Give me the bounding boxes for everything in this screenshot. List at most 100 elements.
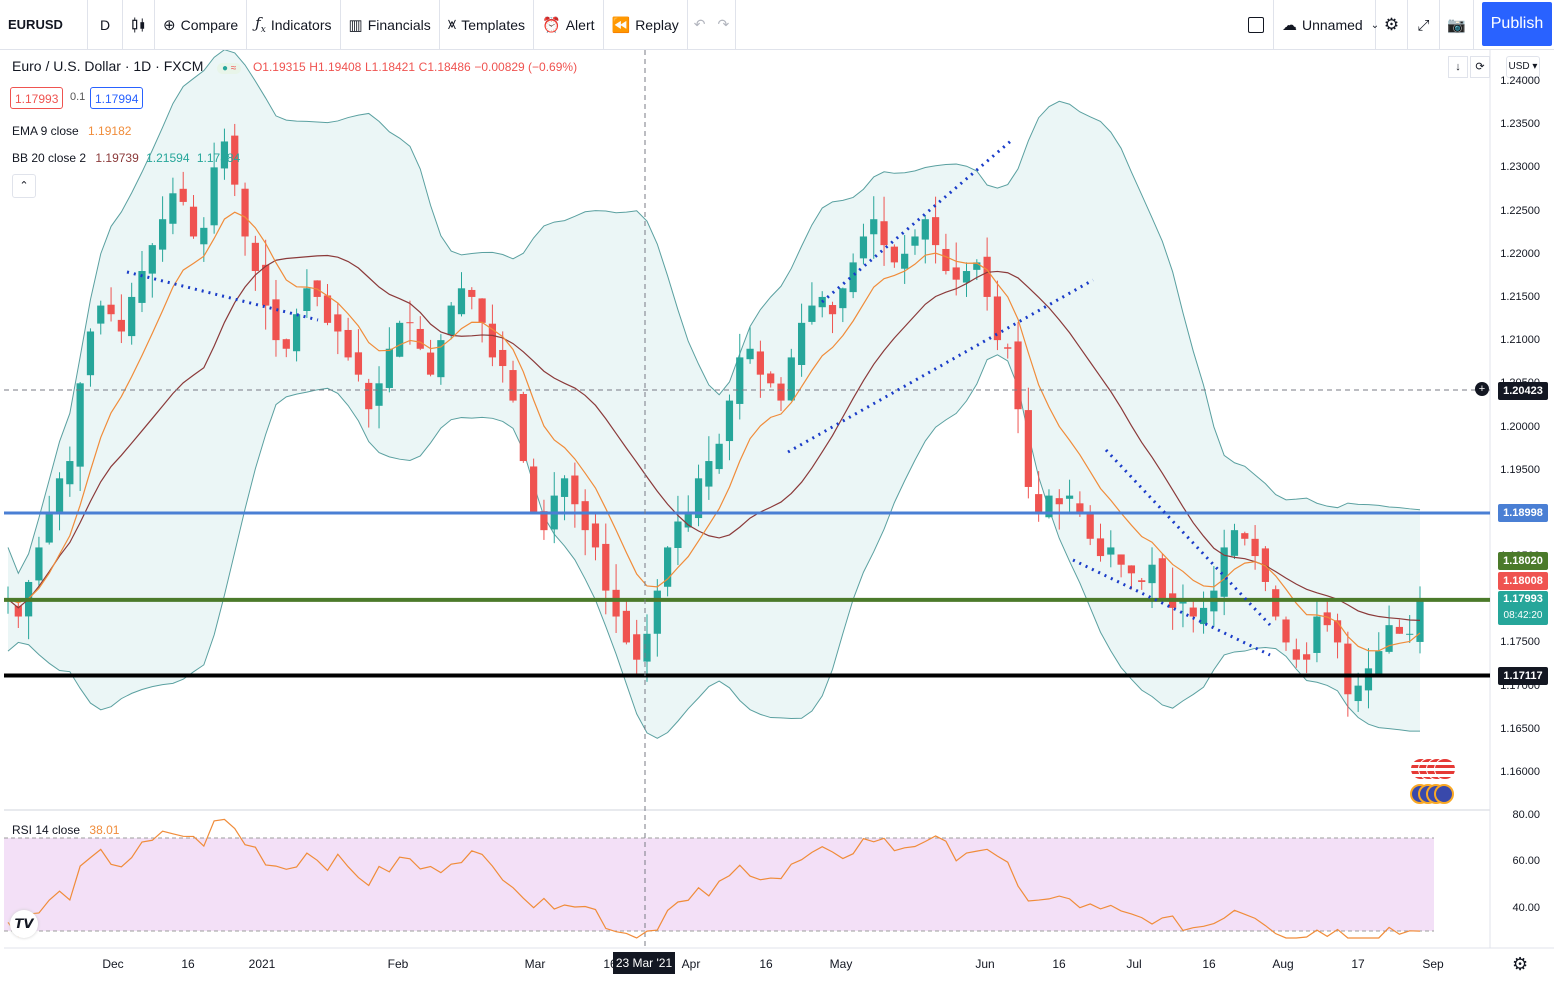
tradingview-logo[interactable]: 𝙏𝙑 [10,910,38,938]
candle-body [262,264,270,306]
indicators-button[interactable]: ƒx Indicators [247,0,341,50]
interval-label: D [99,16,111,33]
candle-body [509,370,517,401]
rsi-band [4,838,1434,931]
bb-lower-line [7,354,1421,739]
time-axis-label: Jun [975,957,995,971]
candle-body [45,512,53,543]
candle-body [251,242,259,272]
ema-value: 1.19182 [88,124,132,138]
gear-icon: ⚙ [1383,15,1400,34]
rsi-series [7,818,1421,939]
ohlc-close: C1.18486 [418,60,471,74]
time-axis-label: Feb [387,957,409,971]
candle-body [1045,495,1053,518]
candle-body [921,219,929,240]
candle-body [1282,619,1290,643]
candle-body [1107,547,1115,555]
candle-body [849,262,857,293]
sell-price-box[interactable]: 1.17993 [10,87,64,109]
financials-button[interactable]: ▥ Financials [341,0,440,50]
buy-price-box[interactable]: 1.17994 [90,87,144,109]
layout-checkbox[interactable] [1238,0,1274,50]
candle-body [1096,538,1105,557]
candle-body [797,322,806,365]
redo-button[interactable]: ↷ [712,0,737,50]
candle-body [303,288,311,312]
us-flag-icon [1410,758,1458,780]
interval-button[interactable]: D [88,0,123,50]
candle-body [828,305,837,315]
candle-body [1189,607,1197,617]
candle-body [952,267,960,280]
candle-body [35,547,43,581]
ohlc-change: −0.00829 (−0.69%) [474,60,578,74]
collapse-legend-button[interactable]: ⌃ [12,174,36,198]
currency-button[interactable]: USD ▾ [1506,56,1540,78]
candle-body [973,262,981,270]
time-axis-label: Apr [681,957,701,971]
current-price-tag: 1.17993 08:42:20 [1498,591,1548,625]
time-axis-label: 2021 [248,957,276,971]
price-axis-label: 1.22500 [1500,204,1540,217]
publish-button[interactable]: Publish [1482,2,1552,46]
chevron-up-icon: ⌃ [19,180,29,192]
function-icon: ƒx [255,14,266,35]
candle-body [344,329,352,358]
bid-value: 1.17993 [15,92,59,106]
price-axis-label: 1.21500 [1500,290,1540,303]
alert-button[interactable]: ⏰ Alert [534,0,604,50]
settings-button[interactable]: ⚙ [1376,0,1408,50]
reset-scale-button[interactable]: ⟳ [1470,56,1490,78]
arrow-down-icon: ↓ [1455,61,1461,73]
rewind-icon: ⏪ [611,16,631,34]
fullscreen-button[interactable]: ⤢ [1408,0,1440,50]
chart-type-button[interactable] [123,0,155,50]
main-chart[interactable] [0,50,1554,984]
square-icon [1247,17,1264,33]
price-axis-label: 1.16000 [1500,766,1540,778]
candle-body [1127,565,1136,574]
undo-icon: ↶ [693,16,706,32]
candle-body [1323,612,1331,626]
layout-name-button[interactable]: ☁ Unnamed ⌄ [1274,0,1380,50]
chart-settings-button[interactable]: ⚙ [1512,954,1528,975]
chevron-down-icon: ⌄ [1370,19,1380,31]
candle-body [1395,626,1403,634]
bb-price-tag: 1.18008 [1498,572,1548,590]
candle-body [519,394,527,462]
ohlc-high: H1.19408 [309,60,362,74]
candle-body [777,383,785,401]
candle-body [942,248,950,272]
compare-button[interactable]: ⊕ Compare [155,0,248,50]
economic-events[interactable] [1410,758,1458,806]
chart-title: Euro / U.S. Dollar · 1D · FXCM [12,58,204,74]
candle-body [385,348,393,388]
scroll-down-button[interactable]: ↓ [1448,56,1468,78]
bb-upper-value: 1.21594 [146,151,190,165]
candle-body [97,305,105,324]
crosshair-plus-button[interactable]: + [1475,382,1489,396]
symbol-search-button[interactable]: EURUSD [0,0,88,50]
overlays [4,50,1490,948]
ohlc-open: O1.19315 [252,60,306,74]
candle-icon [132,17,145,32]
candle-body [220,141,229,169]
candle-body [426,352,435,375]
price-axis-label: 1.23000 [1500,161,1540,174]
candle-body [66,461,74,485]
financials-label: Financials [367,16,431,33]
replay-button[interactable]: ⏪ Replay [604,0,688,50]
templates-button[interactable]: ⩙ Templates [440,0,535,50]
candle-body [911,236,919,246]
alert-label: Alert [565,16,595,33]
candle-body [530,466,538,513]
black-line-price-tag: 1.17117 [1498,667,1548,685]
candle-body [231,135,239,185]
undo-button[interactable]: ↶ [688,0,712,50]
fullscreen-icon: ⤢ [1417,16,1430,34]
snapshot-button[interactable]: 📷 [1440,0,1474,50]
rsi-legend: RSI 14 close 38.01 [12,823,119,837]
bar-chart-icon: ▥ [348,16,363,34]
candle-body [890,246,898,263]
